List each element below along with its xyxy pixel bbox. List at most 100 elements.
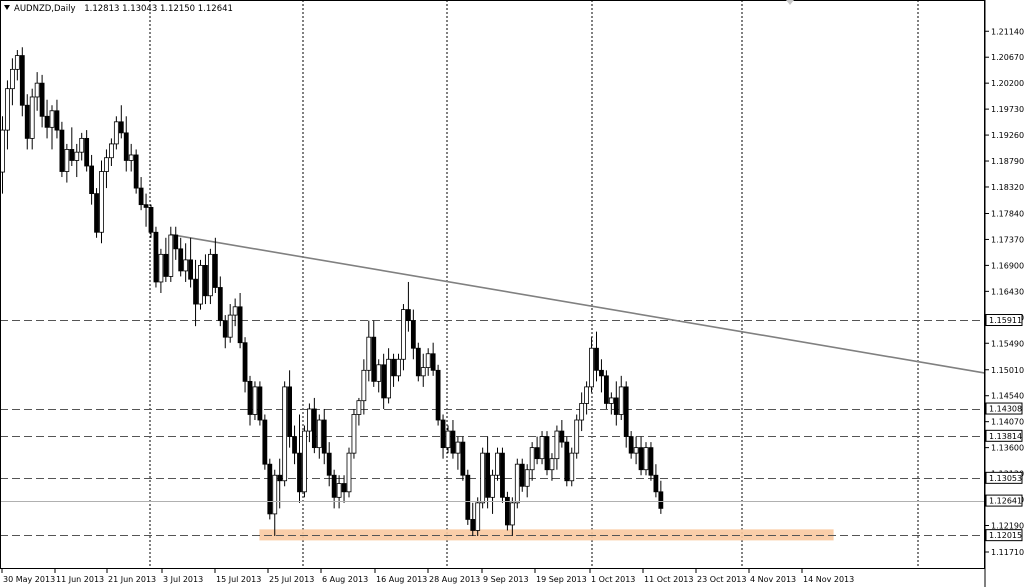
candle <box>574 414 580 459</box>
time-tick-label: 9 Sep 2013 <box>483 575 529 584</box>
candle <box>440 414 446 459</box>
time-tick-label: 28 Aug 2013 <box>429 575 480 584</box>
candle <box>415 342 421 382</box>
candles <box>0 47 664 536</box>
candle <box>247 375 253 426</box>
candle <box>64 143 70 183</box>
support-zone <box>259 529 834 541</box>
candle-body <box>376 364 382 382</box>
candle <box>79 132 85 161</box>
candle-body <box>14 55 20 70</box>
candle <box>183 243 189 282</box>
candle-body <box>643 447 649 471</box>
candle <box>500 447 505 503</box>
candle-body <box>94 193 99 233</box>
price-tick-label: 1.18320 <box>991 183 1024 192</box>
candle-body <box>331 474 337 498</box>
candle <box>326 442 332 487</box>
candle <box>212 237 218 294</box>
candle-body <box>460 441 466 476</box>
candle <box>351 408 357 459</box>
candle <box>109 138 114 166</box>
vertical-grid <box>149 0 919 569</box>
candle <box>138 177 144 211</box>
candle-body <box>435 369 441 421</box>
candle-body <box>475 502 481 531</box>
candle-body <box>24 104 30 139</box>
candle-body <box>410 320 416 349</box>
candle <box>594 331 599 382</box>
candle <box>207 248 213 305</box>
candle <box>173 226 179 260</box>
candle-body <box>158 253 164 283</box>
candle-body <box>287 386 293 437</box>
candle <box>618 375 624 421</box>
candle <box>5 80 10 150</box>
level-tag-box <box>985 529 1023 542</box>
candle <box>480 447 486 509</box>
candle <box>336 475 342 509</box>
candle-body <box>326 452 332 476</box>
candle-body <box>440 419 446 449</box>
level-tag: 1.12015 <box>985 529 1023 542</box>
candle-body <box>277 474 283 482</box>
candle <box>203 254 208 305</box>
candle-body <box>604 375 609 404</box>
level-tag-label: 1.12641 <box>989 497 1022 506</box>
candle <box>564 436 570 487</box>
candle-body <box>222 320 228 338</box>
candle <box>544 431 550 476</box>
candle-body <box>99 171 104 233</box>
price-tick-label: 1.12190 <box>991 521 1024 530</box>
candle <box>504 491 510 531</box>
candle-body <box>509 502 515 526</box>
candle <box>519 458 525 492</box>
candle-body <box>59 129 65 172</box>
candle-body <box>34 82 40 98</box>
level-tag-box <box>985 402 1023 415</box>
chart-menu-triangle-icon[interactable] <box>4 5 10 10</box>
candle <box>287 370 293 448</box>
candle <box>653 464 659 498</box>
candle <box>237 293 243 349</box>
level-tag-label: 1.13053 <box>989 474 1022 483</box>
candle-body <box>123 132 129 161</box>
time-tick-label: 16 Aug 2013 <box>376 575 427 584</box>
chart-shift-marker-icon[interactable] <box>786 0 794 5</box>
candle <box>54 99 60 139</box>
candle <box>534 436 540 465</box>
candle-body <box>430 353 436 371</box>
candle-body <box>539 436 545 460</box>
candle-body <box>396 358 401 377</box>
candle-body <box>401 309 406 360</box>
candle <box>524 464 530 498</box>
trendline[interactable] <box>170 233 986 374</box>
candle-body <box>599 369 604 377</box>
support-zone-rect <box>259 529 834 541</box>
candle-body <box>465 474 471 520</box>
candle-body <box>420 367 426 377</box>
candle <box>232 298 238 327</box>
candle <box>148 204 154 238</box>
candle <box>391 353 396 387</box>
candle <box>302 425 307 498</box>
candle-body <box>168 234 174 277</box>
level-tag-box <box>985 429 1023 442</box>
price-tick-label: 1.21140 <box>991 27 1024 36</box>
candle-body <box>9 68 15 90</box>
candle-body <box>306 408 312 432</box>
level-tag-box <box>985 471 1023 484</box>
candle <box>613 381 619 426</box>
candle-body <box>118 121 124 134</box>
candle <box>405 281 411 332</box>
candle-body <box>113 121 119 145</box>
candle-body <box>579 403 585 421</box>
candle-body <box>198 264 203 305</box>
candle-body <box>608 397 614 404</box>
candle <box>163 237 169 282</box>
price-tick-label: 1.11710 <box>991 548 1024 557</box>
candle-body <box>653 474 659 493</box>
candle-body <box>336 483 342 498</box>
candle <box>396 353 401 382</box>
